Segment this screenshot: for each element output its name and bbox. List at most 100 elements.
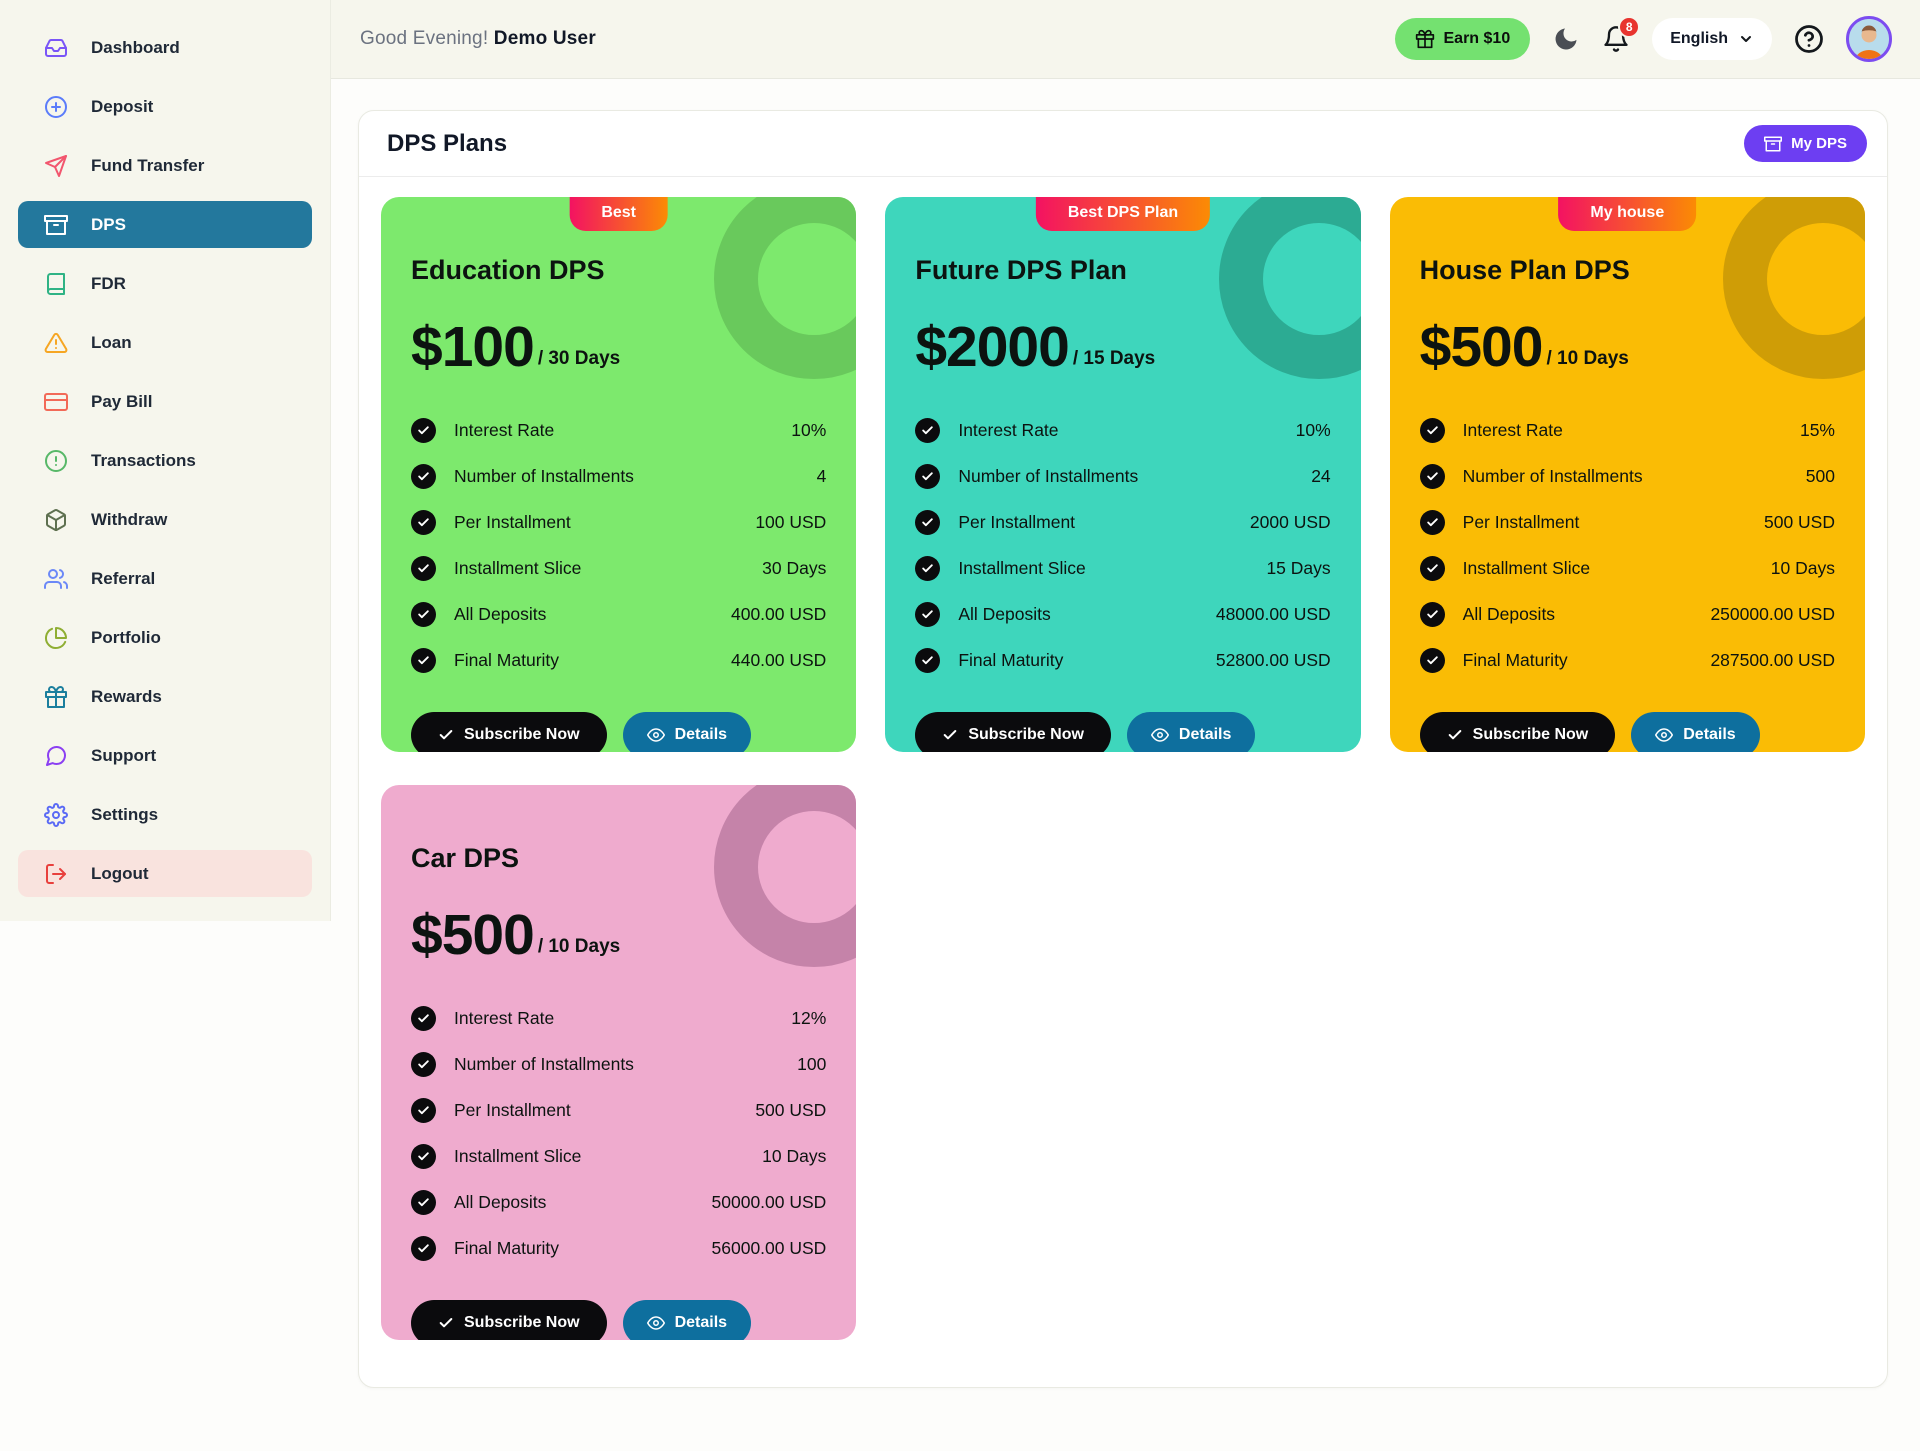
check-circle-icon [411, 1098, 436, 1123]
dps-plan-card: Best Education DPS $100 / 30 Days Intere… [381, 197, 857, 752]
check-circle-icon [411, 510, 436, 535]
check-circle-icon [411, 1190, 436, 1215]
sidebar-item-dps[interactable]: DPS [18, 201, 312, 248]
sidebar-item-support[interactable]: Support [18, 732, 312, 779]
check-circle-icon [411, 418, 436, 443]
gift-icon [44, 685, 68, 709]
archive-icon [1764, 135, 1783, 153]
help-button[interactable] [1794, 24, 1824, 54]
log-out-icon [44, 862, 68, 886]
subscribe-now-button[interactable]: Subscribe Now [1419, 712, 1616, 752]
plan-price: $100 [411, 315, 535, 379]
notifications-button[interactable]: 8 [1602, 16, 1641, 53]
sidebar-item-fund-transfer[interactable]: Fund Transfer [18, 142, 312, 189]
feature-value: 500 USD [755, 1100, 827, 1120]
plan-feature-row: Number of Installments 500 [1419, 464, 1835, 489]
details-button[interactable]: Details [622, 712, 752, 752]
check-circle-icon [411, 1144, 436, 1169]
sidebar-item-portfolio[interactable]: Portfolio [18, 614, 312, 661]
plan-feature-row: Installment Slice 30 Days [411, 556, 826, 581]
plan-period: / 10 Days [537, 936, 621, 957]
subscribe-now-button[interactable]: Subscribe Now [411, 712, 607, 752]
feature-label: Final Maturity [454, 1238, 560, 1258]
feature-value: 10% [791, 420, 827, 440]
feature-label: Installment Slice [958, 558, 1086, 578]
plan-title: House Plan DPS [1419, 255, 1630, 285]
check-icon [942, 727, 958, 743]
sidebar-item-label: Loan [91, 332, 132, 352]
alert-circle-icon [44, 449, 68, 473]
alert-triangle-icon [44, 331, 68, 355]
feature-value: 48000.00 USD [1215, 604, 1331, 624]
plan-feature-row: Per Installment 2000 USD [915, 510, 1331, 535]
plan-badge: Best DPS Plan [1035, 197, 1211, 231]
my-dps-label: My DPS [1791, 135, 1847, 152]
plan-feature-list: Interest Rate 10% Number of Installments… [915, 418, 1331, 673]
sidebar-item-fdr[interactable]: FDR [18, 260, 312, 307]
plan-feature-row: Interest Rate 12% [411, 1006, 826, 1031]
box-icon [44, 508, 68, 532]
plan-actions: Subscribe Now Details [411, 712, 826, 752]
details-button[interactable]: Details [1126, 712, 1256, 752]
my-dps-button[interactable]: My DPS [1744, 125, 1867, 162]
eye-icon [1150, 726, 1169, 744]
moon-icon [1552, 25, 1580, 53]
bell-icon [1602, 25, 1630, 53]
subscribe-now-button[interactable]: Subscribe Now [411, 1300, 607, 1340]
sidebar-item-dashboard[interactable]: Dashboard [18, 24, 312, 71]
plan-period: / 30 Days [537, 348, 621, 369]
sidebar-item-label: Transactions [91, 450, 196, 470]
user-avatar[interactable] [1846, 16, 1892, 62]
plan-feature-row: Installment Slice 10 Days [1419, 556, 1835, 581]
users-icon [44, 567, 68, 591]
subscribe-now-button[interactable]: Subscribe Now [915, 712, 1111, 752]
plan-feature-row: Interest Rate 10% [915, 418, 1331, 443]
sidebar-item-label: Dashboard [91, 37, 180, 57]
plan-feature-row: All Deposits 250000.00 USD [1419, 602, 1835, 627]
feature-value: 2000 USD [1249, 512, 1331, 532]
inbox-icon [44, 36, 68, 60]
feature-value: 4 [816, 466, 827, 486]
sidebar-nav: Dashboard Deposit Fund Transfer DPS FDR … [0, 0, 331, 921]
details-button[interactable]: Details [1631, 712, 1760, 752]
sidebar-item-label: Pay Bill [91, 391, 153, 411]
plan-actions: Subscribe Now Details [1419, 712, 1835, 752]
feature-label: All Deposits [454, 1192, 547, 1212]
sidebar-item-settings[interactable]: Settings [18, 791, 312, 838]
plan-title: Car DPS [411, 843, 520, 873]
earn-reward-button[interactable]: Earn $10 [1394, 18, 1531, 60]
dps-plans-panel: DPS Plans My DPS Best Education DPS $100… [358, 110, 1888, 1388]
feature-label: Final Maturity [1462, 650, 1568, 670]
check-icon [438, 727, 454, 743]
sidebar-item-loan[interactable]: Loan [18, 319, 312, 366]
plan-feature-list: Interest Rate 12% Number of Installments… [411, 1006, 826, 1261]
plan-feature-row: Installment Slice 10 Days [411, 1144, 826, 1169]
archive-icon [44, 213, 68, 237]
plan-feature-row: Final Maturity 287500.00 USD [1419, 648, 1835, 673]
sidebar-item-withdraw[interactable]: Withdraw [18, 496, 312, 543]
dark-mode-toggle[interactable] [1552, 25, 1580, 53]
sidebar-item-label: Withdraw [91, 509, 168, 529]
sidebar-item-referral[interactable]: Referral [18, 555, 312, 602]
dps-plan-card: My house House Plan DPS $500 / 10 Days I… [1389, 197, 1865, 752]
feature-value: 52800.00 USD [1215, 650, 1331, 670]
dps-plan-card: Best DPS Plan Future DPS Plan $2000 / 15… [885, 197, 1361, 752]
sidebar-item-rewards[interactable]: Rewards [18, 673, 312, 720]
sidebar-item-pay-bill[interactable]: Pay Bill [18, 378, 312, 425]
sidebar-item-transactions[interactable]: Transactions [18, 437, 312, 484]
sidebar-item-label: Portfolio [91, 627, 161, 647]
feature-label: Final Maturity [454, 650, 560, 670]
check-circle-icon [1419, 418, 1445, 443]
language-selector[interactable]: English [1652, 18, 1772, 60]
sidebar-item-logout[interactable]: Logout [18, 850, 312, 897]
sidebar-item-label: FDR [91, 273, 126, 293]
plan-price: $2000 [915, 315, 1070, 379]
feature-value: 500 USD [1763, 512, 1835, 532]
plan-period: / 15 Days [1072, 348, 1156, 369]
feature-value: 440.00 USD [730, 650, 827, 670]
check-circle-icon [411, 1006, 436, 1031]
sidebar-item-deposit[interactable]: Deposit [18, 83, 312, 130]
plan-feature-row: Interest Rate 10% [411, 418, 826, 443]
details-button[interactable]: Details [622, 1300, 752, 1340]
feature-value: 250000.00 USD [1710, 604, 1835, 624]
